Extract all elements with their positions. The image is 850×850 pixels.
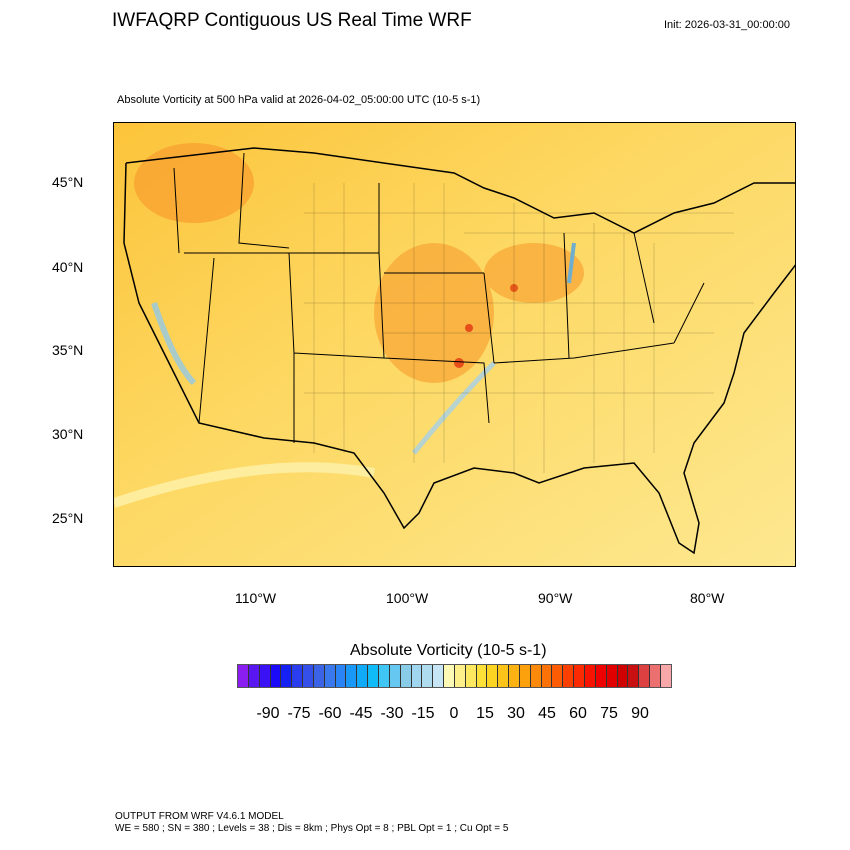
colorbar-label: 45 (538, 705, 556, 722)
lat-label: 35°N (52, 342, 84, 358)
colorbar-swatch (487, 665, 499, 687)
colorbar-swatch (476, 665, 488, 687)
colorbar-label: -45 (349, 705, 373, 722)
footer-model: OUTPUT FROM WRF V4.6.1 MODEL (115, 811, 284, 822)
colorbar-label: 90 (631, 705, 649, 722)
colorbar-swatch (313, 665, 325, 687)
colorbar-swatch (259, 665, 271, 687)
colorbar-swatch (238, 665, 249, 687)
lat-label: 45°N (52, 174, 84, 190)
colorbar-label: 30 (507, 705, 525, 722)
colorbar-swatch (368, 665, 379, 687)
colorbar-swatch (541, 665, 553, 687)
colorbar-swatch (281, 665, 293, 687)
colorbar-swatch (519, 665, 531, 687)
colorbar-label: 15 (476, 705, 494, 722)
colorbar-swatch (617, 665, 629, 687)
colorbar (237, 664, 672, 688)
lon-label: 80°W (690, 590, 725, 606)
vorticity-features (114, 143, 584, 508)
colorbar-swatch (628, 665, 640, 687)
colorbar-swatch (248, 665, 260, 687)
colorbar-swatch (650, 665, 661, 687)
footer-config: WE = 580 ; SN = 380 ; Levels = 38 ; Dis … (115, 823, 509, 834)
colorbar-swatch (606, 665, 618, 687)
colorbar-swatch (552, 665, 564, 687)
colorbar-swatch (563, 665, 575, 687)
colorbar-swatch (303, 665, 314, 687)
colorbar-label: 0 (449, 705, 459, 722)
colorbar-swatch (498, 665, 510, 687)
colorbar-swatch (433, 665, 445, 687)
colorbar-swatch (530, 665, 542, 687)
colorbar-swatch (444, 665, 455, 687)
plot-title: IWFAQRP Contiguous US Real Time WRF (112, 10, 472, 31)
colorbar-swatch (292, 665, 304, 687)
colorbar-swatch (324, 665, 336, 687)
colorbar-swatch (378, 665, 390, 687)
lon-label: 110°W (235, 590, 277, 606)
colorbar-swatch (357, 665, 369, 687)
colorbar-swatch (270, 665, 282, 687)
colorbar-swatch (639, 665, 651, 687)
colorbar-swatch (509, 665, 520, 687)
colorbar-label: 60 (569, 705, 587, 722)
colorbar-swatch (454, 665, 466, 687)
colorbar-label: 75 (600, 705, 618, 722)
colorbar-label: -30 (380, 705, 404, 722)
colorbar-swatch (411, 665, 423, 687)
colorbar-label: -60 (318, 705, 342, 722)
colorbar-label: -90 (256, 705, 280, 722)
lat-label: 40°N (52, 259, 84, 275)
lat-label: 30°N (52, 426, 84, 442)
lat-label: 25°N (52, 510, 84, 526)
colorbar-label: -75 (287, 705, 311, 722)
colorbar-swatch (346, 665, 358, 687)
colorbar-title: Absolute Vorticity (10-5 s-1) (350, 642, 547, 659)
colorbar-swatch (465, 665, 477, 687)
colorbar-swatch (400, 665, 412, 687)
county-lines (304, 183, 754, 473)
colorbar-swatch (574, 665, 585, 687)
colorbar-swatch (335, 665, 347, 687)
colorbar-swatch (389, 665, 401, 687)
plot-subtitle: Absolute Vorticity at 500 hPa valid at 2… (117, 94, 481, 106)
init-time: Init: 2026-03-31_00:00:00 (664, 19, 790, 31)
vorticity-map (113, 122, 796, 567)
colorbar-swatch (422, 665, 434, 687)
lon-label: 100°W (386, 590, 429, 606)
lon-label: 90°W (538, 590, 573, 606)
colorbar-swatch (585, 665, 596, 687)
colorbar-label: -15 (411, 705, 435, 722)
us-boundary (123, 147, 795, 555)
colorbar-swatch (595, 665, 607, 687)
colorbar-swatch (660, 665, 671, 687)
